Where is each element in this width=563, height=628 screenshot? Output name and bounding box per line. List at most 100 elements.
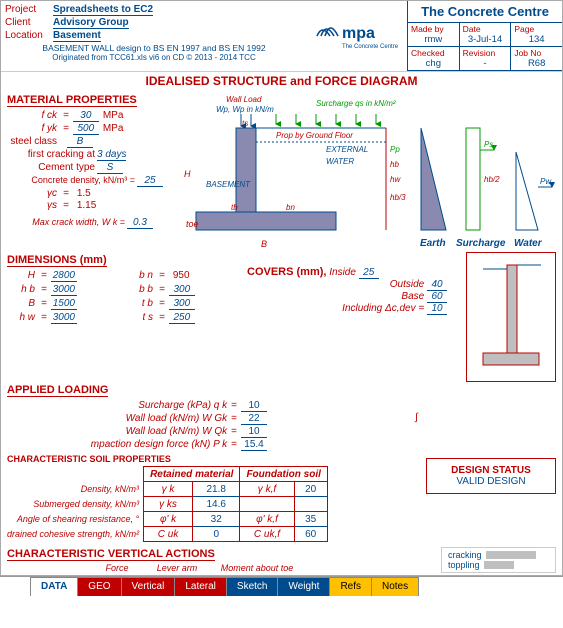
- design-status-title: DESIGN STATUS: [433, 465, 549, 476]
- maxcrack-label: Max crack width, W k =: [7, 217, 127, 227]
- density-label: Concrete density, kN/m³ =: [7, 175, 137, 185]
- status-bars: cracking toppling: [441, 547, 556, 573]
- tab-vertical[interactable]: Vertical: [121, 577, 176, 596]
- bn-value: 950: [169, 270, 190, 281]
- tab-sketch[interactable]: Sketch: [226, 577, 279, 596]
- tab-geo[interactable]: GEO: [77, 577, 121, 596]
- location-value[interactable]: Basement: [53, 30, 101, 42]
- fyk-unit: MPa: [99, 123, 124, 134]
- section-thumbnail: [466, 252, 556, 382]
- gs-label: γs: [7, 200, 59, 211]
- base-label: Base: [401, 291, 424, 302]
- tab-lateral[interactable]: Lateral: [174, 577, 227, 596]
- hw-value[interactable]: 3000: [51, 312, 77, 324]
- tab-refs[interactable]: Refs: [329, 577, 372, 596]
- made-by-label: Made by: [411, 24, 456, 34]
- svg-text:WATER: WATER: [326, 157, 354, 166]
- inside-value[interactable]: 25: [359, 267, 379, 279]
- header-right: The Concrete Centre Made byrmw Date3-Jul…: [407, 1, 562, 71]
- maxcrack-value[interactable]: 0.3: [127, 217, 153, 229]
- cement-value[interactable]: S: [97, 162, 123, 174]
- fck-unit: MPa: [99, 110, 124, 121]
- steel-label: steel class: [7, 136, 59, 147]
- svg-text:hw: hw: [390, 175, 401, 184]
- base-value[interactable]: 60: [427, 291, 447, 303]
- cv-lever: Lever arm: [147, 563, 207, 573]
- svg-text:B: B: [261, 239, 267, 249]
- svg-text:tb: tb: [231, 203, 238, 212]
- cuk-value[interactable]: 0: [193, 527, 240, 542]
- comp-value[interactable]: 15.4: [241, 439, 267, 451]
- wall-load-label: Wall Load: [226, 95, 262, 104]
- gkf-value[interactable]: 20: [294, 482, 327, 497]
- inside-label: Inside: [329, 267, 356, 278]
- diagram-title: IDEALISED STRUCTURE and FORCE DIAGRAM: [1, 74, 562, 88]
- tab-weight[interactable]: Weight: [277, 577, 330, 596]
- fyk-value[interactable]: 500: [73, 123, 99, 135]
- made-by-value[interactable]: rmw: [411, 34, 456, 45]
- svg-text:hb/2: hb/2: [484, 175, 500, 184]
- steel-value[interactable]: B: [67, 136, 93, 148]
- page-value[interactable]: 134: [514, 34, 559, 45]
- H-value[interactable]: 2800: [51, 270, 77, 282]
- svg-text:hb/3: hb/3: [390, 193, 406, 202]
- subtitle-2: Originated from TCC61.xls vi6 on CD © 20…: [5, 53, 303, 62]
- page: Project Spreadsheets to EC2 Client Advis…: [0, 0, 563, 576]
- header: Project Spreadsheets to EC2 Client Advis…: [1, 1, 562, 72]
- cv-moment: Moment about toe: [207, 563, 307, 573]
- fck-label: f ck: [7, 110, 59, 121]
- wqk-label: Wall load (kN/m) W Qk: [7, 426, 227, 438]
- svg-text:Earth: Earth: [420, 238, 446, 249]
- phik-value[interactable]: 32: [193, 512, 240, 527]
- svg-text:Water: Water: [514, 238, 543, 249]
- jobno-label: Job No: [514, 48, 559, 58]
- B-value[interactable]: 1500: [51, 298, 77, 310]
- surcharge-value[interactable]: 10: [241, 400, 267, 412]
- hw-label: h w: [7, 312, 37, 323]
- cukf-value[interactable]: 60: [294, 527, 327, 542]
- location-label: Location: [5, 30, 53, 42]
- tab-data[interactable]: DATA: [30, 577, 78, 596]
- jobno-value[interactable]: R68: [514, 58, 559, 69]
- structure-diagram: Wall Load Wp, Wp in kN/m Surcharge qs in…: [176, 92, 556, 252]
- gks-value[interactable]: 14.6: [193, 497, 240, 512]
- outside-value[interactable]: 40: [427, 279, 447, 291]
- gs-value: 1.15: [73, 200, 96, 211]
- mpa-logo: mpa The Concrete Centre: [312, 16, 402, 56]
- svg-text:EXTERNAL: EXTERNAL: [326, 145, 368, 154]
- wqk-value[interactable]: 10: [241, 426, 267, 438]
- revision-value[interactable]: -: [463, 58, 508, 69]
- outside-label: Outside: [390, 279, 424, 290]
- hb-value[interactable]: 3000: [51, 284, 77, 296]
- incl-value[interactable]: 10: [427, 303, 447, 315]
- design-status-value: VALID DESIGN: [433, 476, 549, 487]
- svg-text:Ps: Ps: [484, 140, 493, 149]
- logo-cell: mpa The Concrete Centre: [307, 1, 407, 71]
- svg-text:mpa: mpa: [342, 25, 375, 42]
- gc-value: 1.5: [73, 188, 91, 199]
- bb-label: b b: [125, 284, 155, 295]
- checked-value[interactable]: chg: [411, 58, 456, 69]
- tb-value[interactable]: 300: [169, 298, 195, 310]
- materials-title: MATERIAL PROPERTIES: [7, 94, 137, 107]
- ts-value[interactable]: 250: [169, 312, 195, 324]
- density-value[interactable]: 25: [137, 175, 163, 187]
- phikf-value[interactable]: 35: [294, 512, 327, 527]
- char-vert-title: CHARACTERISTIC VERTICAL ACTIONS: [7, 548, 215, 561]
- fck-value[interactable]: 30: [73, 110, 99, 122]
- comp-label: mpaction design force (kN) P k: [7, 439, 227, 451]
- subtitle-1: BASEMENT WALL design to BS EN 1997 and B…: [5, 43, 303, 53]
- svg-text:toe: toe: [186, 219, 199, 229]
- gk-value[interactable]: 21.8: [193, 482, 240, 497]
- wgk-value[interactable]: 22: [241, 413, 267, 425]
- client-value[interactable]: Advisory Group: [53, 17, 129, 29]
- cement-label: Cement type: [7, 162, 97, 173]
- svg-text:Prop by Ground Floor: Prop by Ground Floor: [276, 131, 353, 140]
- tab-notes[interactable]: Notes: [371, 577, 419, 596]
- project-value[interactable]: Spreadsheets to EC2: [53, 4, 153, 16]
- firstcrack-value[interactable]: 3 days: [97, 149, 126, 161]
- date-value[interactable]: 3-Jul-14: [463, 34, 508, 45]
- client-label: Client: [5, 17, 53, 29]
- soil-col1: Retained material: [144, 467, 240, 482]
- bb-value[interactable]: 300: [169, 284, 195, 296]
